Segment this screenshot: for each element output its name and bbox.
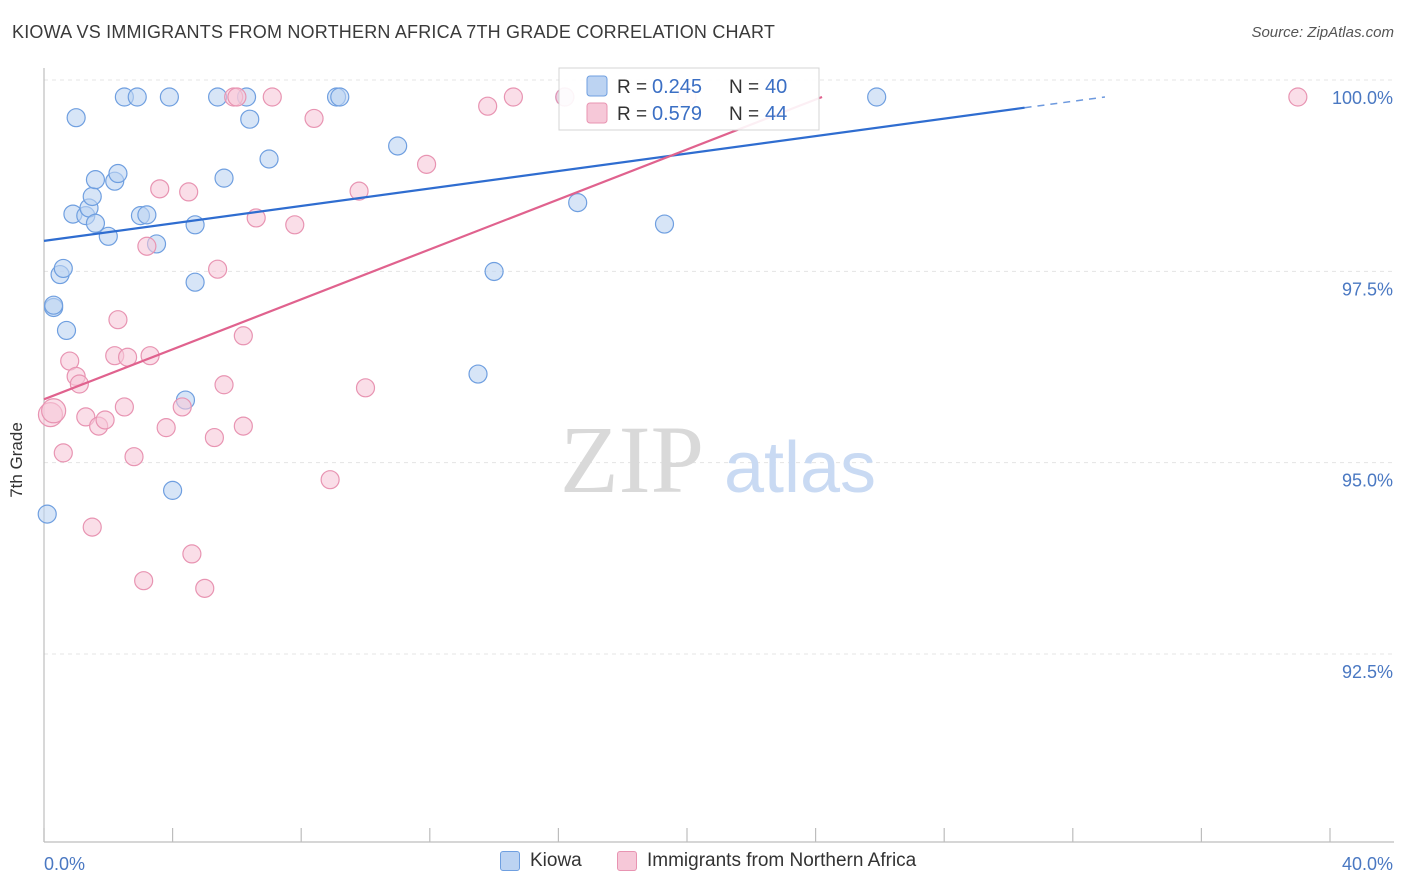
immigrants-point [124,447,144,467]
stats-legend-swatch [586,102,608,124]
stats-n-label: N = [729,104,759,125]
kiowa-point [53,258,73,279]
kiowa-point [468,364,488,384]
kiowa-point [85,213,106,233]
gridlines [44,79,1394,655]
immigrants-point [478,96,498,116]
immigrants-point [82,517,102,537]
kiowa-point [214,168,234,188]
immigrants-point [262,87,282,107]
legend-label-kiowa: Kiowa [530,850,582,871]
y-tick-label: 97.5% [1342,279,1393,299]
kiowa-point [240,109,260,129]
legend-item-kiowa[interactable]: Kiowa [500,850,582,872]
kiowa-point [259,149,279,169]
y-tick-label: 92.5% [1342,662,1393,682]
immigrants-point [416,154,437,174]
immigrants-point [179,182,199,202]
kiowa-point [568,193,588,213]
kiowa-point [98,226,118,246]
immigrants-point [53,443,73,463]
legend-swatch-kiowa [500,851,520,871]
immigrants-point [233,326,253,346]
watermark-zip: ZIP [560,406,704,513]
x-tick-label-left: 0.0% [44,854,85,874]
kiowa-point [56,320,77,341]
immigrants-point [214,375,234,395]
immigrants-point [304,108,324,129]
kiowa-point [330,87,350,107]
watermark-atlas: atlas [724,428,876,508]
legend-item-immigrants[interactable]: Immigrants from Northern Africa [617,850,916,872]
immigrants-point [208,259,228,279]
kiowa-point [137,205,157,225]
kiowa-point [388,136,408,156]
immigrants-point [41,398,67,424]
immigrants-point [349,181,369,201]
axes [43,68,1394,843]
kiowa-trend-line [43,106,1025,242]
kiowa-point [159,87,179,107]
immigrants-point [320,470,340,490]
stats-legend-swatch [586,75,608,97]
kiowa-trend-extension [1024,96,1106,109]
immigrants-point [233,416,253,436]
chart-title: KIOWA VS IMMIGRANTS FROM NORTHERN AFRICA… [12,22,776,42]
immigrants-point [195,578,215,598]
stats-r-label: R = [617,77,647,98]
watermark: ZIP atlas [560,406,876,513]
series-legend: Kiowa Immigrants from Northern Africa [0,850,1406,880]
legend-label-immigrants: Immigrants from Northern Africa [647,850,917,871]
kiowa-point [37,504,57,524]
stats-n-value: 40 [765,76,787,98]
immigrants-point [150,179,170,199]
immigrants-point [285,215,305,235]
immigrants-trend-line [43,95,823,401]
kiowa-point [108,163,128,184]
kiowa-point [127,87,147,107]
immigrants-point [95,410,115,430]
immigrants-point [355,378,376,398]
stats-r-value: 0.579 [652,103,702,125]
immigrants-point [156,418,176,438]
immigrants-point [172,397,192,417]
kiowa-point [484,261,504,282]
immigrants-point [137,236,157,256]
kiowa-point [867,87,887,107]
kiowa-point [66,108,86,128]
stats-r-value: 0.245 [652,76,702,98]
kiowa-point [654,214,675,234]
kiowa-point [208,87,228,107]
immigrants-point [114,397,134,417]
kiowa-point [85,170,106,190]
kiowa-point [82,186,102,207]
kiowa-point [44,295,64,315]
immigrants-point [503,87,523,107]
kiowa-point [185,272,205,292]
immigrants-point [227,87,247,107]
source-label: Source: ZipAtlas.com [1251,24,1394,41]
y-tick-label: 95.0% [1342,471,1393,491]
y-tick-label: 100.0% [1332,88,1393,108]
immigrants-point [182,544,202,564]
stats-n-value: 44 [765,103,787,125]
stats-n-label: N = [729,77,759,98]
legend-swatch-immigrants [617,851,637,871]
immigrants-point [108,310,128,330]
stats-r-label: R = [617,104,647,125]
stats-legend: R = 0.245 N = 40 R = 0.579 N = 44 [558,67,820,131]
immigrants-point [134,571,154,591]
immigrants-point [204,427,224,448]
immigrants-point [1288,87,1308,107]
x-tick-label-right: 40.0% [1342,854,1393,874]
immigrants-point [69,374,89,394]
kiowa-point [163,480,183,500]
